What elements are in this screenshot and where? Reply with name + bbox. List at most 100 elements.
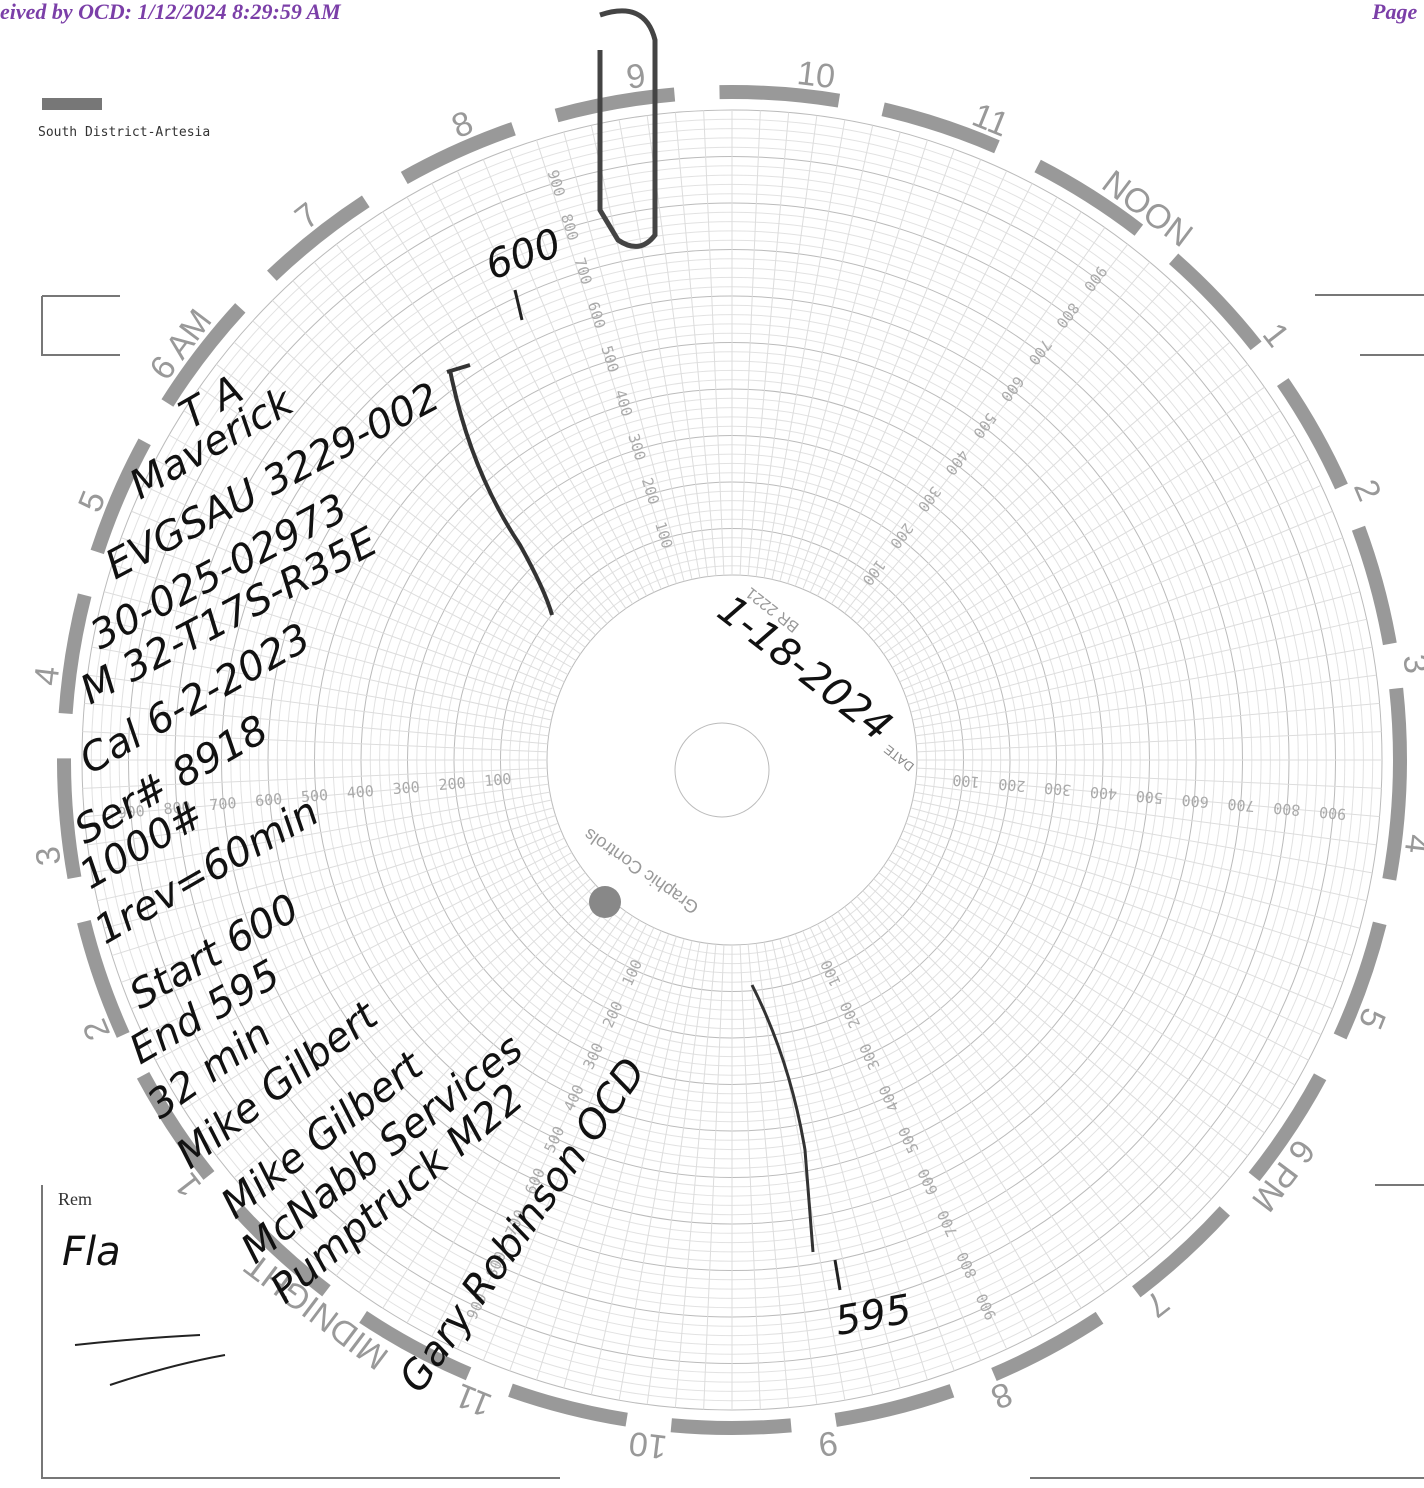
radial-line: [406, 196, 640, 601]
radial-line: [887, 858, 1281, 1110]
radial-line: [902, 830, 1333, 1010]
radial-line: [739, 110, 761, 576]
radial-line: [868, 320, 1212, 636]
radial-line: [104, 807, 554, 929]
radial-line: [899, 837, 1322, 1036]
radial-line: [382, 211, 634, 605]
radial-line: [914, 646, 1373, 729]
radial-line: [131, 510, 562, 690]
radial-line: [912, 799, 1367, 902]
radial-line: [536, 139, 677, 584]
radial-line: [873, 878, 1231, 1179]
radial-line: [891, 434, 1296, 668]
radial-line: [850, 901, 1151, 1259]
redacted-logo: [42, 98, 102, 110]
radial-line: [856, 896, 1172, 1240]
radial-line: [233, 878, 591, 1179]
radial-line: [97, 618, 552, 721]
ring-label: 600: [1181, 791, 1210, 811]
radial-line: [837, 911, 1106, 1293]
radial-line: [771, 940, 874, 1395]
ring-label: 400: [346, 782, 375, 802]
ring-label: 300: [392, 778, 421, 798]
radial-line: [131, 830, 562, 1010]
trace-tick: [513, 289, 842, 1291]
radial-line: [292, 280, 608, 624]
radial-line: [703, 110, 725, 576]
radial-line: [406, 919, 640, 1324]
radial-line: [91, 646, 550, 729]
radial-line: [908, 815, 1353, 956]
radial-line: [142, 837, 565, 1036]
radial-line: [272, 300, 602, 630]
radial-line: [787, 139, 928, 584]
received-stamp: eived by OCD: 1/12/2024 8:29:59 AM: [0, 0, 342, 24]
radial-line: [809, 170, 1008, 593]
radial-line: [915, 783, 1377, 846]
radial-line: [646, 943, 709, 1405]
radial-line: [104, 591, 554, 713]
ring-label: 400: [1089, 783, 1118, 803]
radial-line: [862, 300, 1192, 630]
radial-line: [891, 852, 1296, 1086]
radial-line: [674, 112, 717, 576]
radial-line: [252, 884, 596, 1200]
radial-line: [809, 927, 1008, 1350]
radial-line: [563, 938, 685, 1388]
radial-line: [183, 410, 577, 662]
ring-label: 800: [1273, 799, 1302, 819]
ring-label: 700: [209, 794, 238, 814]
radial-line: [142, 484, 565, 683]
radial-line: [431, 183, 648, 597]
radial-line: [887, 410, 1281, 662]
radial-line: [755, 115, 818, 577]
outer-ring: [57, 85, 1407, 1435]
radial-line: [674, 944, 717, 1408]
radial-line: [199, 865, 581, 1134]
radial-line: [590, 125, 693, 580]
hour-label: 4: [27, 664, 67, 687]
radial-line: [883, 386, 1265, 655]
radial-line: [816, 183, 1033, 597]
radial-line: [902, 510, 1333, 690]
radial-line: [536, 936, 677, 1381]
radial-line: [763, 119, 846, 578]
radial-line: [121, 537, 559, 698]
radial-line: [910, 807, 1360, 929]
maker-logo: [589, 886, 621, 918]
radial-line: [916, 731, 1382, 753]
radial-line: [431, 923, 648, 1337]
radial-line: [358, 227, 627, 609]
radial-line: [111, 564, 556, 705]
hand-strokes: [74, 1334, 226, 1386]
radial-line: [824, 196, 1058, 601]
radial-line: [830, 211, 1082, 605]
radial-line: [84, 702, 548, 745]
form-boxes: [41, 294, 1424, 1479]
paper-clip: [597, 8, 658, 249]
radial-line: [91, 791, 550, 874]
hour-label: 10: [627, 1424, 669, 1466]
radial-line: [912, 618, 1367, 721]
radial-line: [618, 119, 701, 578]
radial-line: [862, 890, 1192, 1220]
radial-line: [87, 674, 549, 737]
radial-line: [358, 911, 627, 1293]
radial-line: [82, 767, 548, 789]
ring-label: 700: [1227, 795, 1256, 815]
radial-line: [456, 170, 655, 593]
ring-label: 900: [1318, 803, 1347, 823]
radial-line: [915, 674, 1377, 737]
radial-line: [899, 484, 1322, 683]
radial-line: [482, 930, 662, 1361]
radial-line: [482, 159, 662, 590]
radial-line: [771, 125, 874, 580]
radial-line: [292, 896, 608, 1240]
radial-line: [878, 872, 1248, 1157]
radial-line: [905, 537, 1343, 698]
radial-line: [82, 731, 548, 753]
radial-line: [794, 149, 955, 587]
ring-label: 200: [438, 774, 467, 794]
radial-line: [382, 915, 634, 1309]
